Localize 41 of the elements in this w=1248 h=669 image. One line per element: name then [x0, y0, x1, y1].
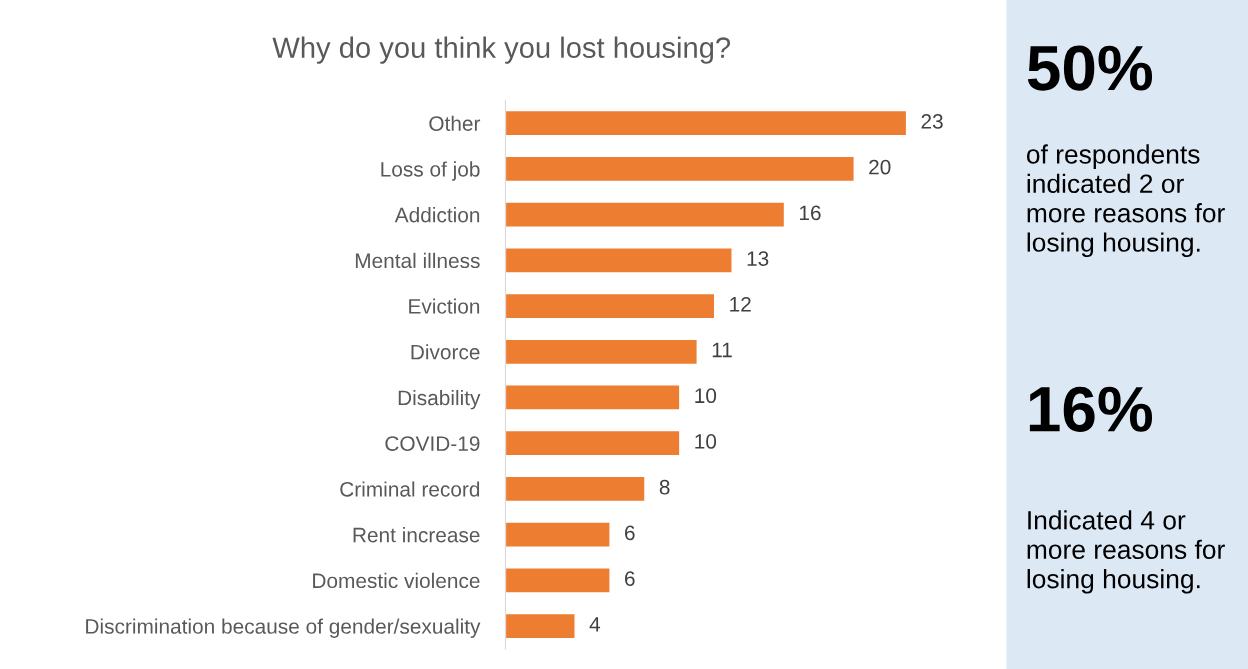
bar: [505, 247, 733, 274]
data-label: 10: [695, 388, 717, 404]
bar: [505, 521, 611, 548]
data-label: 13: [747, 251, 769, 266]
bar: [505, 109, 908, 137]
data-label: 6: [625, 571, 635, 586]
y-tick-label: Domestic violence: [313, 572, 480, 589]
data-label: 8: [659, 479, 670, 495]
data-label: 23: [921, 114, 943, 129]
bar: [505, 201, 786, 228]
data-label: 16: [799, 205, 821, 221]
bar: [505, 338, 698, 366]
bar: [505, 384, 681, 411]
y-tick-label: Eviction: [409, 298, 480, 314]
y-tick-label: Discrimination because of gender/sexuality: [86, 618, 481, 638]
text: of respondents indicated 2 or more reasons for losing housing.: [1026, 144, 1225, 258]
y-tick-label: Mental illness: [355, 252, 480, 269]
bar: [505, 475, 646, 503]
text: Indicated 4 or more reasons for losing housing.: [1027, 510, 1225, 594]
y-tick-label: Divorce: [411, 344, 480, 360]
bar: [505, 429, 681, 457]
y-tick-label: Criminal record: [340, 481, 480, 497]
text: 50%: [1027, 45, 1153, 91]
chart-title: Why do you think you lost housing?: [272, 36, 731, 64]
y-tick-label: Disability: [398, 389, 481, 410]
data-label: 20: [869, 159, 891, 175]
bar: [505, 155, 855, 183]
data-label: 11: [712, 342, 732, 358]
y-tick-label: Addiction: [394, 207, 480, 223]
data-label: 10: [695, 434, 717, 449]
bar: [505, 567, 611, 594]
y-tick-label: Rent increase: [353, 527, 480, 543]
y-tick-label: Other: [429, 115, 481, 131]
data-label: 4: [589, 617, 601, 632]
data-label: 12: [730, 296, 751, 312]
y-tick-label: COVID-19: [385, 436, 480, 451]
y-tick-label: Loss of job: [381, 161, 480, 181]
bar: [505, 612, 576, 640]
data-label: 6: [625, 525, 635, 541]
bar: [505, 292, 716, 320]
text: 16%: [1029, 386, 1153, 432]
